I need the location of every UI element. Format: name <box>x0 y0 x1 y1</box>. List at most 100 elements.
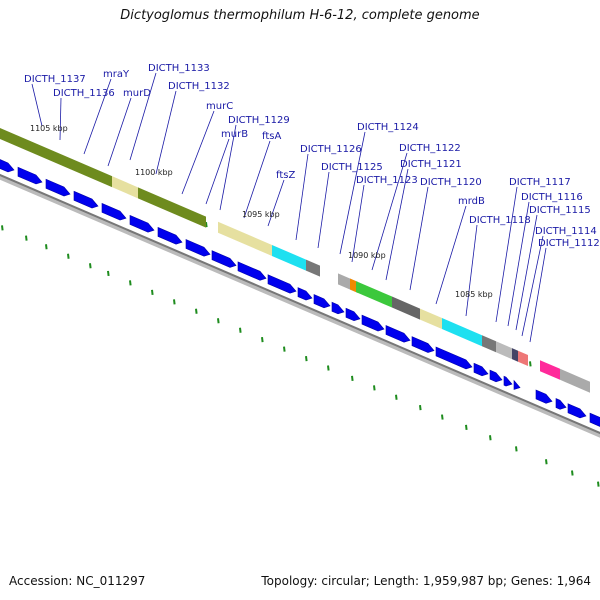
gene-label: murB <box>221 129 248 140</box>
gene-arrow <box>503 375 513 387</box>
tick-mark <box>89 263 92 269</box>
leader-line <box>515 214 538 331</box>
gene-arrow <box>267 274 297 294</box>
gene-arrow <box>435 346 473 370</box>
leader-line <box>351 184 365 263</box>
leader-line <box>529 247 547 343</box>
gene-label: murD <box>123 88 151 99</box>
gene-arrow <box>589 412 600 427</box>
feature-block <box>518 350 528 367</box>
gene-arrow <box>361 314 385 332</box>
gene-label: DICTH_1114 <box>535 226 597 237</box>
gene-arrow <box>385 325 411 343</box>
position-label: 1100 kbp <box>135 168 173 177</box>
leader-line <box>385 168 409 281</box>
tick-mark <box>261 337 264 343</box>
leader-line <box>507 201 530 327</box>
gene-arrow <box>411 336 435 353</box>
tick-mark <box>151 289 154 295</box>
gene-label: mraY <box>103 69 130 80</box>
gene-label: DICTH_1117 <box>509 177 571 188</box>
tick-mark <box>205 221 208 228</box>
gene-label: DICTH_1133 <box>148 63 210 74</box>
backbone-line <box>0 173 600 435</box>
tick-mark <box>373 385 376 391</box>
gene-label: DICTH_1136 <box>53 88 115 99</box>
gene-label: DICTH_1129 <box>228 115 290 126</box>
feature-block <box>0 127 112 188</box>
gene-arrow <box>489 369 503 383</box>
feature-block <box>512 348 518 362</box>
gene-label: DICTH_1125 <box>321 162 383 173</box>
tick-mark <box>465 424 468 430</box>
gene-arrow <box>129 214 155 233</box>
leader-line <box>267 179 285 227</box>
tick-mark <box>195 308 198 314</box>
gene-arrow <box>567 403 587 419</box>
gene-label: ftsZ <box>276 170 295 181</box>
leader-line <box>107 97 132 167</box>
tick-mark <box>515 446 518 452</box>
feature-block <box>306 259 320 277</box>
gene-arrow <box>535 389 553 404</box>
gene-label: DICTH_1115 <box>529 205 591 216</box>
tick-mark <box>1 225 4 231</box>
tick-mark <box>283 346 286 352</box>
gene-arrow <box>473 362 489 377</box>
gene-arrow <box>345 307 361 322</box>
leader-line <box>435 205 467 305</box>
position-label: 1105 kbp <box>30 124 68 133</box>
gene-arrow <box>331 301 345 315</box>
leader-line <box>59 97 62 141</box>
leader-line <box>521 235 544 337</box>
gene-label: ftsA <box>262 131 281 142</box>
gene-label: DICTH_1122 <box>399 143 461 154</box>
label-leaders <box>31 72 547 343</box>
leader-line <box>409 186 429 291</box>
map-title: Dictyoglomus thermophilum H-6-12, comple… <box>120 8 480 23</box>
gene-arrow <box>237 261 267 281</box>
tick-mark <box>351 375 354 381</box>
gene-arrow <box>0 159 15 173</box>
gene-label: DICTH_1126 <box>300 144 362 155</box>
gene-arrow <box>101 202 127 221</box>
feature-block <box>112 176 138 199</box>
feature-block <box>540 360 560 380</box>
gene-arrow <box>17 166 43 185</box>
gene-label: DICTH_1137 <box>24 74 86 85</box>
feature-block <box>218 221 272 256</box>
gene-arrow <box>157 226 183 245</box>
position-label: 1095 kbp <box>242 210 280 219</box>
position-labels: 1105 kbp 1100 kbp 1095 kbp 1090 kbp 1085 kbp <box>30 124 493 299</box>
tick-mark <box>597 481 600 487</box>
gene-label: DICTH_1124 <box>357 122 419 133</box>
gene-label: DICTH_1112 <box>538 238 600 249</box>
position-label: 1085 kbp <box>455 290 493 299</box>
tick-mark <box>67 253 70 259</box>
backbone-shadow <box>0 174 600 438</box>
leader-line <box>243 140 271 219</box>
leader-line <box>129 72 157 161</box>
tick-mark <box>217 318 220 324</box>
feature-block <box>560 368 590 393</box>
gene-arrow <box>513 379 521 390</box>
gene-arrow <box>313 294 331 309</box>
tick-mark <box>305 355 308 362</box>
gene-arrow <box>211 250 237 268</box>
tick-mark <box>239 327 242 333</box>
leader-line <box>83 78 112 155</box>
gene-label: DICTH_1121 <box>400 159 462 170</box>
feature-block <box>272 244 306 271</box>
gene-arrow <box>297 287 313 301</box>
tick-mark <box>489 435 492 441</box>
gene-labels: DICTH_1137 DICTH_1136 mraY murD DICTH_1133 DI… <box>24 63 600 249</box>
gene-arrow <box>45 178 71 197</box>
feature-block <box>356 281 392 308</box>
tick-mark <box>25 235 28 241</box>
tick-mark <box>441 414 444 420</box>
tick-mark <box>395 394 398 400</box>
gene-label: DICTH_1116 <box>521 192 583 203</box>
leader-line <box>371 152 408 271</box>
tick-mark <box>545 459 548 465</box>
